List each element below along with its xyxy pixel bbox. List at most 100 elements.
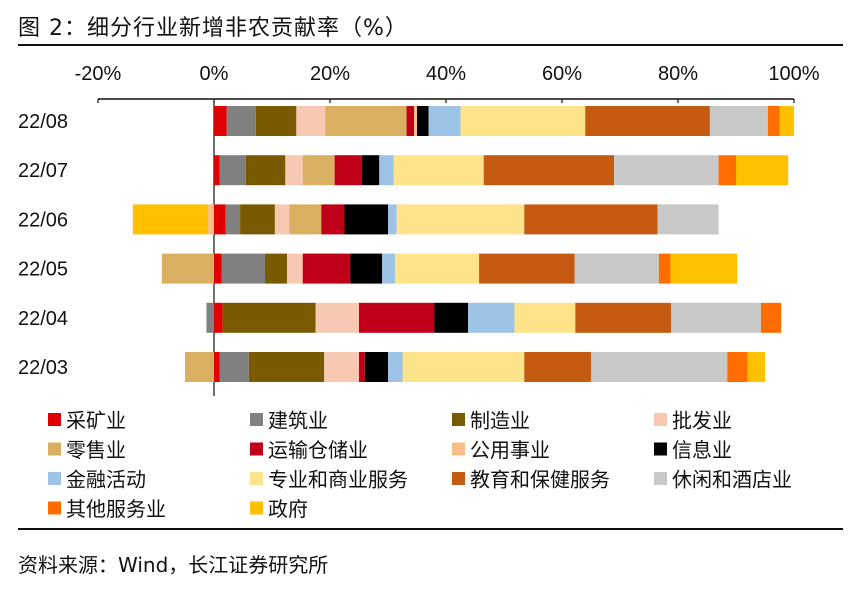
bar-segment [364, 352, 388, 382]
bar-plot: 22/08 22/07 22/06 22/05 22/04 22/03 [18, 106, 794, 382]
bar-segment [417, 106, 429, 136]
category-label: 22/06 [18, 209, 68, 231]
x-tick-label: 100% [768, 63, 819, 85]
category-label: 22/03 [18, 357, 68, 379]
bar-segment [321, 204, 345, 235]
bar-segment [434, 302, 469, 333]
bar-segment [359, 352, 365, 382]
bar-segment [779, 106, 794, 136]
legend-label: 运输仓储业 [268, 439, 368, 462]
bar-segment [214, 204, 226, 235]
legend-swatch [654, 472, 667, 485]
bar-segment [460, 106, 586, 136]
legend-label: 零售业 [66, 439, 126, 462]
bar-segment [670, 253, 738, 284]
bar-segment [285, 155, 303, 186]
bar-segment [575, 302, 672, 333]
bar-segment [483, 155, 615, 186]
bar-segment [302, 155, 335, 186]
bar-segment [382, 253, 395, 284]
legend-label: 专业和商业服务 [268, 469, 408, 492]
bar-segment [591, 352, 728, 382]
legend-label: 信息业 [672, 439, 732, 462]
bar-segment [185, 352, 214, 382]
bar-segment [359, 302, 435, 333]
bar-segment [396, 204, 525, 235]
bar-segment [221, 253, 266, 284]
bar-segment [514, 302, 576, 333]
bar-segment [325, 106, 407, 136]
bar-segment [214, 302, 223, 333]
bar-segment [393, 155, 484, 186]
category-label: 22/04 [18, 308, 68, 330]
legend-label: 政府 [268, 498, 308, 521]
bar-segment [296, 106, 326, 136]
bar-segment [736, 155, 789, 186]
bar-segment [248, 352, 325, 382]
legend-swatch [48, 413, 61, 426]
bar-segment [671, 302, 761, 333]
legend-label: 制造业 [470, 410, 530, 433]
bar-segment [324, 352, 359, 382]
bar-segment [727, 352, 748, 382]
footer-rule [18, 528, 843, 530]
legend-swatch [250, 472, 263, 485]
bar-segment [585, 106, 710, 136]
bar-segment [214, 106, 227, 136]
bar-segment [219, 155, 246, 186]
x-tick-label: 40% [426, 63, 466, 85]
bar-segment [287, 253, 303, 284]
bar-segment [219, 352, 249, 382]
bar-segment [344, 204, 388, 235]
bar-segment [334, 155, 362, 186]
legend-label: 建筑业 [268, 410, 328, 433]
bar-segment [361, 155, 380, 186]
bar-segment [747, 352, 765, 382]
bar-segment [574, 253, 659, 284]
title-rule [18, 44, 843, 46]
x-tick-label: -20% [75, 63, 122, 85]
legend-swatch [654, 442, 667, 456]
bar-segment [208, 204, 214, 235]
legend-swatch [452, 413, 465, 426]
bar-segment [388, 204, 397, 235]
bar-segment [524, 352, 591, 382]
bar-segment [428, 106, 461, 136]
legend-swatch [250, 442, 263, 456]
bar-segment [350, 253, 383, 284]
bar-segment [222, 302, 316, 333]
x-tick-label: 0% [200, 63, 229, 85]
legend-swatch [654, 413, 667, 426]
legend-swatch [48, 501, 61, 515]
bar-segment [226, 106, 256, 136]
category-label: 22/08 [18, 111, 68, 133]
bar-segment [402, 352, 525, 382]
legend-swatch [250, 501, 263, 515]
legend-swatch [250, 413, 263, 426]
legend-label: 批发业 [672, 410, 732, 433]
bar-segment [414, 106, 417, 136]
bar-segment [289, 204, 322, 235]
bar-segment [394, 253, 480, 284]
bar-segment [214, 352, 220, 382]
bar-segment [767, 106, 780, 136]
bar-segment [225, 204, 241, 235]
bar-segment [479, 253, 575, 284]
bar-segment [657, 204, 719, 235]
bar-segment [265, 253, 288, 284]
bar-segment [709, 106, 768, 136]
bar-segment [379, 155, 394, 186]
bar-segment [255, 106, 297, 136]
x-tick-label: 60% [542, 63, 582, 85]
bar-segment [658, 253, 671, 284]
bar-segment [315, 302, 359, 333]
bar-segment [132, 204, 209, 235]
x-axis: -20% 0% 20% 40% 60% 80% 100% [75, 63, 820, 396]
bar-segment [240, 204, 275, 235]
bar-segment [760, 302, 782, 333]
category-label: 22/07 [18, 160, 68, 182]
x-tick-label: 20% [310, 63, 350, 85]
legend-label: 采矿业 [66, 410, 126, 433]
